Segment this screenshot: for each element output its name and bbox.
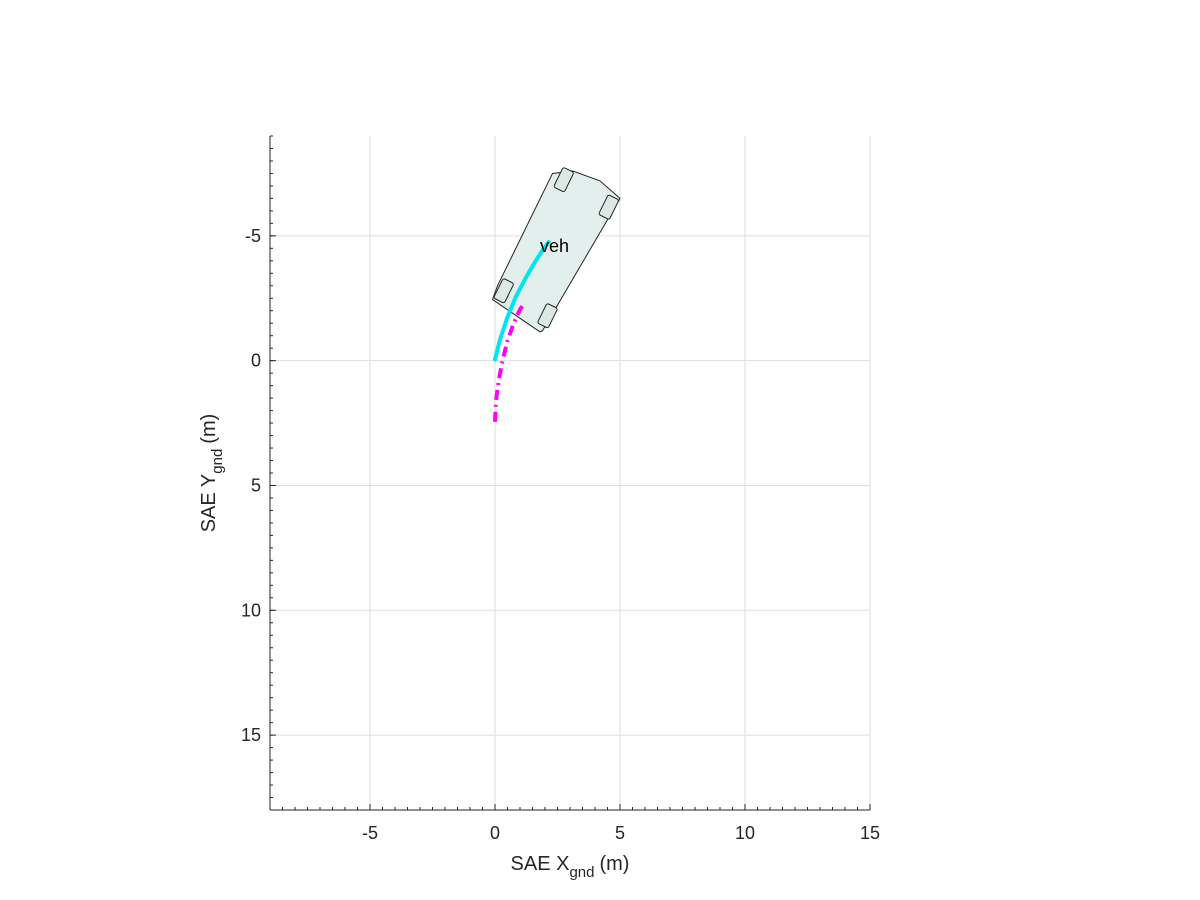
y-tick-label: 5 — [251, 475, 261, 495]
vehicle-wheel — [493, 278, 514, 304]
y-axis-label-main: SAE Y — [198, 474, 220, 533]
x-axis-label-main: SAE X — [511, 853, 570, 875]
y-tick-label: 10 — [241, 600, 261, 620]
vehicle-wheel — [553, 167, 574, 193]
y-axis-label: SAE Ygnd (m) — [198, 414, 226, 533]
x-tick-label: -5 — [362, 823, 378, 843]
y-tick-label: -5 — [245, 226, 261, 246]
y-tick-label: 0 — [251, 351, 261, 371]
x-axis-label-subscript: gnd — [569, 864, 594, 881]
x-tick-label: 15 — [860, 823, 880, 843]
x-axis-label-unit: (m) — [599, 853, 629, 875]
y-axis-label-unit: (m) — [198, 414, 220, 444]
axes-layer — [269, 135, 871, 811]
vehicle-label: veh — [540, 236, 569, 256]
x-tick-label: 0 — [490, 823, 500, 843]
series-line-2 — [493, 300, 527, 422]
x-tick-label: 5 — [615, 823, 625, 843]
vehicle-body — [491, 170, 621, 333]
tick-label-layer: -5 0 5 10 15 -5 0 5 10 15 — [241, 226, 880, 843]
vehicle-wheel — [598, 194, 619, 220]
vehicle-wheel — [537, 303, 558, 329]
x-tick-label: 10 — [735, 823, 755, 843]
y-tick-label: 15 — [241, 725, 261, 745]
vehicle-layer — [491, 167, 621, 333]
y-axis-label-subscript: gnd — [209, 449, 226, 474]
x-axis-label: SAE Xgnd (m) — [511, 853, 630, 881]
series-layer — [493, 240, 551, 422]
series-line-1 — [493, 240, 551, 362]
